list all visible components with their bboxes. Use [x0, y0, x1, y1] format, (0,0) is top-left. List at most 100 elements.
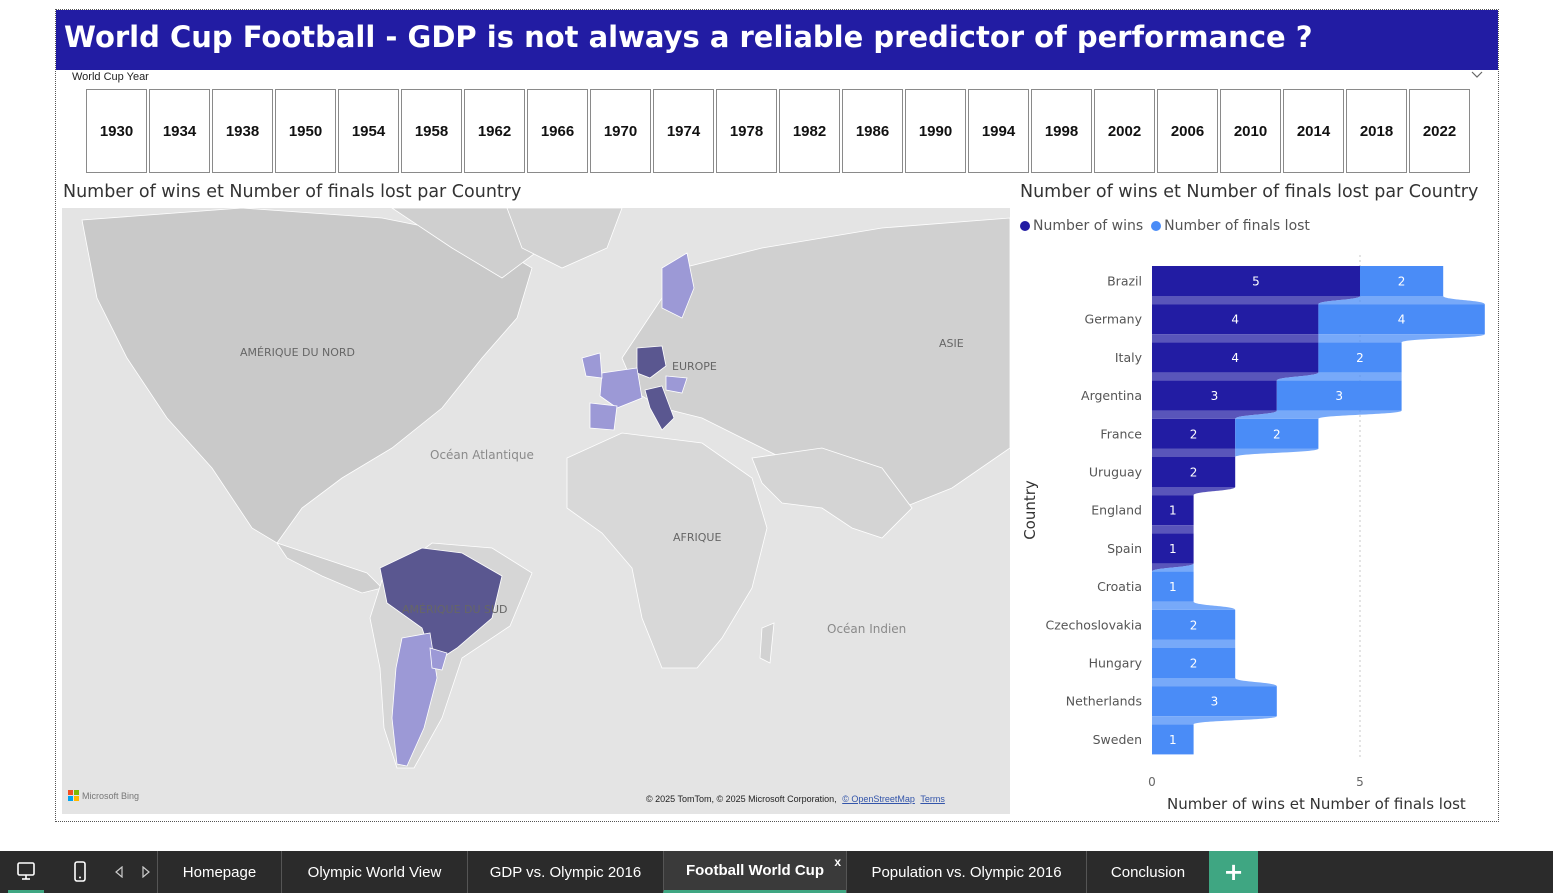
data-label: 1 — [1169, 580, 1177, 594]
legend-dot-finals-lost — [1151, 221, 1162, 231]
openstreetmap-link[interactable]: © OpenStreetMap — [842, 794, 915, 804]
bar-wins[interactable] — [1152, 533, 1194, 564]
tab-label-active: Football World Cup — [685, 862, 825, 879]
year-tile-1950[interactable]: 1950 — [275, 89, 336, 173]
year-tile-2002[interactable]: 2002 — [1094, 89, 1155, 173]
page-tab-bar: Homepage Olympic World View GDP vs. Olym… — [0, 851, 1553, 893]
label-south-america: AMÉRIQUE DU SUD — [402, 603, 508, 616]
year-tile-1994[interactable]: 1994 — [968, 89, 1029, 173]
year-tile-1974[interactable]: 1974 — [653, 89, 714, 173]
report-title: World Cup Football - GDP is not always a… — [64, 20, 1313, 54]
legend-item-finals-lost[interactable]: Number of finals lost — [1151, 218, 1310, 234]
bar-wins[interactable] — [1152, 457, 1236, 487]
tab-population-vs-olympic-2016[interactable]: Population vs. Olympic 2016 — [846, 851, 1086, 893]
brazil-region — [379, 547, 503, 664]
year-tile-2006[interactable]: 2006 — [1157, 89, 1218, 173]
stacked-bar-chart[interactable]: Brazil 5 2 Germany 4 4 Italy 4 2 Argentina 3 3 Franc… — [1015, 245, 1495, 820]
bing-label: Microsoft Bing — [82, 790, 140, 801]
argentina-region — [391, 632, 438, 767]
prev-page-icon[interactable] — [111, 851, 127, 893]
data-label: 1 — [1169, 733, 1177, 747]
data-label: 5 — [1252, 275, 1260, 289]
year-tile-1954[interactable]: 1954 — [338, 89, 399, 173]
map-svg — [62, 208, 1010, 814]
y-tick-label: England — [1091, 503, 1142, 518]
tab-olympic-world-view[interactable]: Olympic World View — [281, 851, 467, 893]
ribbon-0-6 — [1152, 525, 1194, 534]
bar-finals-lost[interactable] — [1152, 609, 1236, 640]
bar-finals-lost[interactable] — [1318, 342, 1402, 373]
bar-wins[interactable] — [1152, 418, 1236, 449]
hungary-region — [665, 375, 688, 394]
bar-finals-lost[interactable] — [1152, 686, 1277, 717]
legend-label-wins: Number of wins — [1033, 218, 1144, 234]
ribbon-0-0 — [1152, 296, 1360, 305]
ribbon-1-10 — [1152, 678, 1277, 687]
bar-finals-lost[interactable] — [1235, 418, 1319, 449]
bar-wins[interactable] — [1152, 266, 1360, 296]
data-label: 4 — [1231, 313, 1239, 327]
label-europe: EUROPE — [672, 360, 717, 373]
y-tick-label: Hungary — [1089, 656, 1143, 671]
bar-finals-lost[interactable] — [1152, 648, 1236, 678]
bar-finals-lost[interactable] — [1152, 724, 1194, 755]
next-page-icon[interactable] — [138, 851, 154, 893]
terms-link[interactable]: Terms — [920, 794, 945, 804]
desktop-view-icon[interactable] — [8, 851, 44, 893]
slicer-title: World Cup Year — [72, 71, 149, 83]
england-region — [581, 352, 603, 379]
bar-finals-lost[interactable] — [1276, 380, 1402, 411]
year-tile-1962[interactable]: 1962 — [464, 89, 525, 173]
chevron-down-icon[interactable] — [1470, 68, 1484, 82]
year-tile-1998[interactable]: 1998 — [1031, 89, 1092, 173]
x-tick-label: 5 — [1356, 775, 1364, 789]
bar-finals-lost[interactable] — [1360, 266, 1444, 296]
year-tile-1978[interactable]: 1978 — [716, 89, 777, 173]
filled-map[interactable]: AMÉRIQUE DU NORD EUROPE ASIE AFRIQUE AMÉ… — [62, 208, 1010, 814]
ribbon-1-8 — [1152, 601, 1236, 610]
year-tile-1930[interactable]: 1930 — [86, 89, 147, 173]
year-tile-2014[interactable]: 2014 — [1283, 89, 1344, 173]
y-tick-label: Italy — [1115, 350, 1143, 365]
year-tile-2010[interactable]: 2010 — [1220, 89, 1281, 173]
map-title: Number of wins et Number of finals lost … — [63, 182, 522, 202]
label-asia: ASIE — [939, 337, 964, 350]
attribution-text: © 2025 TomTom, © 2025 Microsoft Corporat… — [646, 794, 837, 804]
year-tile-1958[interactable]: 1958 — [401, 89, 462, 173]
year-tile-1982[interactable]: 1982 — [779, 89, 840, 173]
bar-wins[interactable] — [1152, 342, 1319, 373]
y-tick-label: Netherlands — [1066, 694, 1142, 709]
tab-homepage[interactable]: Homepage — [157, 851, 281, 893]
bar-finals-lost[interactable] — [1318, 304, 1485, 335]
bar-wins[interactable] — [1152, 304, 1319, 335]
tab-gdp-vs-olympic-2016[interactable]: GDP vs. Olympic 2016 — [467, 851, 663, 893]
year-tile-1990[interactable]: 1990 — [905, 89, 966, 173]
microsoft-logo-icon — [68, 790, 79, 801]
data-label: 3 — [1211, 389, 1219, 403]
tab-conclusion[interactable]: Conclusion — [1086, 851, 1209, 893]
y-tick-label: Spain — [1107, 541, 1142, 556]
france-region — [599, 367, 643, 409]
year-tile-1970[interactable]: 1970 — [590, 89, 651, 173]
ribbon-0-2 — [1152, 372, 1319, 381]
data-label: 2 — [1273, 427, 1281, 441]
bar-wins[interactable] — [1152, 495, 1194, 526]
mobile-view-icon[interactable] — [66, 851, 94, 893]
year-tile-2018[interactable]: 2018 — [1346, 89, 1407, 173]
tab-football-world-cup[interactable]: Football World Cup x — [663, 851, 846, 893]
year-tile-1934[interactable]: 1934 — [149, 89, 210, 173]
data-label: 2 — [1356, 351, 1364, 365]
bar-finals-lost[interactable] — [1152, 571, 1194, 602]
year-tile-1938[interactable]: 1938 — [212, 89, 273, 173]
spain-region — [589, 402, 618, 431]
year-tile-1966[interactable]: 1966 — [527, 89, 588, 173]
label-atlantic-ocean: Océan Atlantique — [430, 448, 534, 462]
data-label: 1 — [1169, 542, 1177, 556]
year-tile-1986[interactable]: 1986 — [842, 89, 903, 173]
bar-wins[interactable] — [1152, 380, 1277, 411]
year-tile-2022[interactable]: 2022 — [1409, 89, 1470, 173]
close-icon[interactable]: x — [834, 855, 841, 869]
add-page-button[interactable]: + — [1209, 851, 1258, 893]
y-tick-label: Brazil — [1107, 274, 1142, 289]
legend-item-wins[interactable]: Number of wins — [1020, 218, 1143, 234]
